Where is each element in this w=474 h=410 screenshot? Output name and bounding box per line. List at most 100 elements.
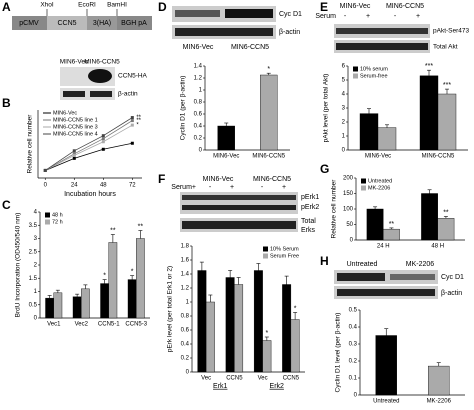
y-tick-label: 150	[343, 191, 354, 197]
bar	[234, 284, 244, 373]
sign: -	[209, 184, 212, 191]
band-label: β-actin	[279, 29, 300, 36]
band	[225, 9, 273, 18]
line	[45, 124, 133, 171]
legend-swatch	[353, 73, 358, 79]
marker	[43, 168, 47, 172]
y-tick-label: 0.3	[349, 342, 358, 348]
marker	[72, 149, 76, 153]
y-tick-label: 0.4	[181, 342, 190, 348]
band	[336, 43, 428, 50]
blot-a: MIN6-Vec MIN6-CCN5 CCN5-HA β-actin	[60, 59, 148, 100]
bar	[72, 296, 82, 319]
lane-label: MIN6-Vec	[340, 3, 371, 10]
y-tick-label: 3.5	[29, 223, 38, 229]
legend-label: 10% serum	[360, 66, 388, 72]
panel-label: F	[158, 172, 165, 186]
x-tick-label: 72	[129, 183, 136, 189]
bar	[262, 340, 272, 373]
y-tick-label: 0.2	[194, 136, 203, 142]
band-label: pErk2	[301, 204, 319, 211]
construct: pCMV CCN5 3(HA) BGH pA XhoI EcoRI BamHI	[12, 2, 152, 30]
y-tick-label: 1	[342, 134, 346, 140]
y-axis-label: Cyclin D1 level (per β-actin)	[335, 313, 342, 393]
x-tick-label: Vec2	[75, 322, 89, 328]
segment	[12, 16, 47, 30]
y-tick-label: 0.6	[194, 112, 203, 118]
band	[390, 274, 435, 280]
y-tick-label: 0	[350, 238, 354, 244]
band	[88, 69, 112, 83]
bar	[419, 75, 439, 151]
element-label: CCN5	[57, 20, 76, 27]
bar	[375, 335, 397, 396]
y-tick-label: 100	[343, 207, 354, 213]
band-label: Cyc D1	[441, 274, 464, 281]
bar	[359, 113, 379, 151]
x-tick-label: Vec1	[47, 322, 61, 328]
y-tick-label: 1.2	[194, 76, 203, 82]
band-label: Erks	[301, 227, 316, 234]
panel-label: A	[2, 0, 11, 14]
bar	[377, 127, 397, 151]
bar	[383, 228, 400, 241]
annotation: *	[267, 66, 270, 73]
group-label: Erk1	[213, 383, 228, 390]
marker	[101, 137, 105, 141]
bar	[437, 93, 457, 151]
bar	[127, 279, 137, 319]
legend-label: MK-2206	[368, 185, 390, 191]
bar	[136, 238, 145, 319]
x-tick-label: 48 H	[431, 244, 444, 250]
y-tick-label: 3	[342, 106, 346, 112]
y-axis-label: Cyclin D1 (per β-actin)	[180, 76, 187, 141]
y-axis-label: Relative cell number	[331, 179, 338, 239]
bar	[437, 218, 455, 241]
serum-label: Serum	[315, 13, 336, 20]
legend-label: 48 h	[52, 212, 63, 218]
marker	[130, 119, 134, 123]
y-tick-label: 1.4	[181, 272, 190, 278]
marker	[101, 134, 105, 138]
annotation: *	[131, 268, 134, 275]
element-label: pCMV	[19, 20, 39, 27]
band	[90, 91, 112, 97]
band	[175, 10, 220, 17]
x-tick-label: Vec	[201, 376, 211, 382]
x-tick-label: CCN5-1	[98, 322, 120, 328]
lane-label: MIN6-Vec	[203, 176, 234, 183]
x-tick-label: Untreated	[373, 399, 399, 405]
bar	[205, 301, 215, 373]
band-label: pAkt-Ser473	[433, 28, 470, 35]
band-label: pErk1	[301, 194, 319, 201]
band	[337, 289, 435, 296]
y-tick-label: 6	[342, 64, 346, 70]
marker	[130, 141, 134, 145]
band-label: Cyc D1	[279, 11, 302, 18]
line	[45, 117, 133, 171]
y-tick-label: 0	[354, 393, 358, 399]
y-axis-label: pAkt level (per total Akt)	[323, 74, 330, 143]
legend-swatch	[353, 66, 358, 72]
y-tick-label: 0.4	[349, 325, 358, 331]
y-tick-label: 1	[199, 88, 203, 94]
site-label: EcoRI	[78, 2, 96, 9]
segment	[87, 16, 117, 30]
lane-label: MK-2206	[406, 261, 435, 268]
annotation: *	[136, 123, 139, 129]
y-tick-label: 5	[342, 78, 346, 84]
bar	[428, 365, 450, 396]
legend-label: MIN6-CCN5 line 4	[53, 131, 98, 137]
sign: -	[344, 13, 347, 20]
annotation: *	[294, 305, 297, 312]
lane-label: Untreated	[347, 261, 378, 268]
x-tick-label: MIN6-CCN5	[252, 154, 285, 160]
annotation: **	[136, 115, 141, 121]
lane-label: MIN6-CCN5	[231, 44, 269, 51]
legend-label: Untreated	[368, 178, 392, 184]
lane-label: MIN6-Vec	[60, 59, 89, 66]
sign: +	[230, 184, 234, 191]
lane-label: MIN6-CCN5	[84, 59, 120, 66]
y-tick-label: 2.5	[29, 249, 38, 255]
